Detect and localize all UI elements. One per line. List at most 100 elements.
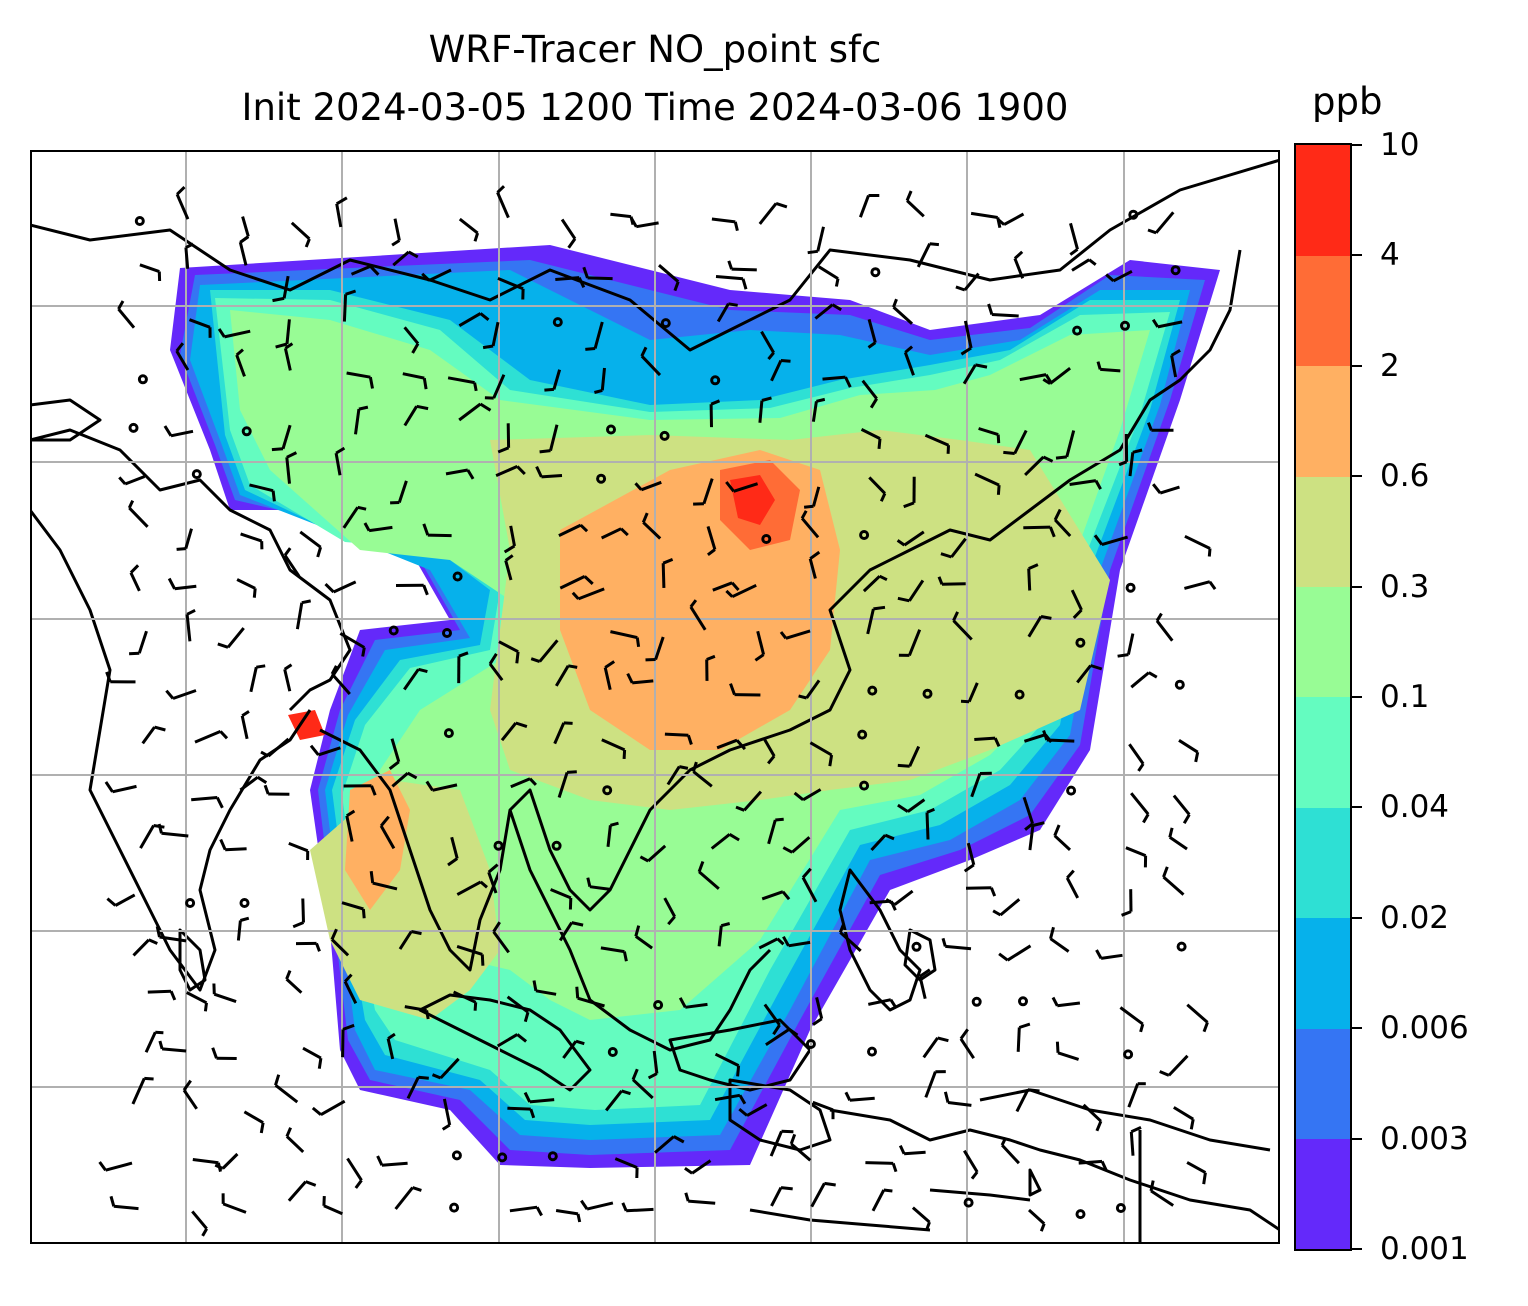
colorbar-segment	[1296, 476, 1350, 588]
wind-barb-shaft	[818, 265, 839, 280]
wind-barb-feather	[869, 397, 878, 409]
wind-barb-shaft	[555, 665, 570, 687]
wind-barb-shaft	[249, 666, 258, 693]
wind-barb-feather	[838, 923, 846, 933]
wind-barb-feather	[824, 1181, 836, 1187]
wind-barb-feather	[924, 1221, 931, 1232]
wind-barb-feather	[369, 871, 375, 884]
wind-barb-shaft	[967, 682, 979, 703]
wind-barb-shaft	[1003, 212, 1025, 226]
wind-barb-shaft	[131, 1077, 146, 1105]
wind-barb-shaft	[1178, 739, 1199, 754]
wind-barb-shaft	[182, 1089, 198, 1110]
wind-barb-shaft	[916, 243, 932, 268]
wind-barb-shaft	[346, 1157, 363, 1182]
wind-barb-feather	[425, 1010, 430, 1020]
wind-barb-shaft	[610, 212, 632, 219]
wind-barb-shaft	[1126, 633, 1135, 655]
wind-barb-shaft	[495, 465, 518, 477]
wind-barb-shaft	[350, 264, 372, 276]
wind-barb-feather	[571, 591, 580, 600]
wind-barb-shaft	[128, 506, 149, 528]
wind-barb-shaft	[1101, 535, 1129, 547]
wind-barb-shaft	[295, 602, 304, 630]
wind-barb-feather	[1202, 1021, 1209, 1033]
wind-barb-feather	[940, 552, 952, 559]
wind-barb-feather	[738, 1107, 748, 1117]
wind-barb-feather	[305, 1180, 317, 1187]
wind-barb-feather	[975, 363, 988, 369]
wind-barb-feather	[1042, 455, 1054, 463]
wind-barb-shaft	[815, 997, 824, 1020]
colorbar-tick-label: 0.3	[1380, 568, 1430, 605]
wind-barb-shaft	[810, 1182, 826, 1208]
wind-barb-feather	[647, 1072, 658, 1080]
wind-barb-shaft	[184, 528, 193, 550]
wind-barb-shaft	[394, 1186, 414, 1210]
wind-barb-shaft	[398, 930, 413, 950]
wind-barb-feather	[733, 221, 739, 232]
wind-barb-feather	[728, 833, 740, 842]
wind-barb-shaft	[159, 935, 187, 943]
calm-wind-marker	[653, 1000, 664, 1010]
wind-barb-shaft	[1065, 877, 1080, 899]
wind-barb-feather	[781, 890, 791, 901]
wind-barb-feather	[497, 446, 510, 454]
wind-barb-shaft	[808, 558, 817, 579]
calm-wind-marker	[911, 941, 922, 952]
colorbar-segment	[1296, 365, 1350, 477]
wind-barb-shaft	[950, 537, 967, 558]
colorbar-tick	[1352, 1027, 1362, 1030]
wind-barb-feather	[1189, 1118, 1195, 1130]
wind-barb-feather	[1147, 228, 1157, 235]
wind-barb-shaft	[323, 1204, 343, 1216]
wind-barb-shaft	[458, 402, 482, 422]
wind-barb-feather	[634, 482, 643, 491]
wind-barb-shaft	[184, 247, 190, 269]
calm-wind-marker	[1075, 1209, 1086, 1220]
wind-barb-shaft	[290, 221, 311, 241]
wind-barb-shaft	[654, 636, 665, 660]
wind-barb-shaft	[600, 367, 606, 391]
wind-barb-feather	[503, 544, 516, 554]
wind-barb-shaft	[589, 885, 611, 891]
wind-barb-feather	[539, 449, 551, 454]
wind-barb-feather	[1090, 664, 1103, 671]
wind-barb-shaft	[447, 376, 475, 385]
calm-wind-marker	[1170, 265, 1181, 276]
wind-barb-feather	[996, 217, 1002, 229]
wind-barb-feather	[144, 1076, 154, 1081]
wind-barb-shaft	[714, 1093, 741, 1102]
wind-barb-feather	[176, 547, 186, 551]
wind-barb-shaft	[1167, 1054, 1189, 1077]
wind-barb-feather	[1151, 318, 1160, 328]
wind-barb-feather	[219, 730, 229, 740]
wind-barb-shaft	[550, 888, 572, 900]
wind-barb-shaft	[925, 812, 930, 840]
wind-barb-shaft	[241, 216, 250, 237]
wind-barb-shaft	[966, 842, 976, 866]
wind-barb-feather	[185, 242, 194, 249]
wind-barb-feather	[990, 887, 997, 897]
wind-barb-feather	[800, 510, 808, 520]
wind-barb-feather	[260, 750, 270, 758]
coastlines	[30, 158, 1280, 1244]
calm-wind-marker	[241, 426, 252, 437]
wind-barb-feather	[1159, 1070, 1170, 1077]
wind-barb-shaft	[1184, 580, 1211, 590]
wind-barb-feather	[789, 1133, 797, 1145]
wind-barb-feather	[118, 476, 127, 485]
wind-barb-feather	[621, 1202, 628, 1212]
wind-barb-shaft	[731, 583, 757, 599]
wind-barb-feather	[129, 564, 140, 574]
wind-barb-shaft	[862, 575, 881, 593]
wind-barb-shaft	[538, 639, 559, 663]
calm-wind-marker	[660, 318, 671, 329]
wind-barb-feather	[416, 404, 429, 411]
wind-barb-feather	[1028, 563, 1039, 570]
wind-barb-shaft	[238, 241, 248, 266]
wind-barb-feather	[235, 348, 244, 357]
wind-barb-shaft	[1023, 525, 1051, 530]
wind-barb-feather	[576, 1213, 582, 1223]
wind-barb-feather	[1040, 615, 1052, 620]
